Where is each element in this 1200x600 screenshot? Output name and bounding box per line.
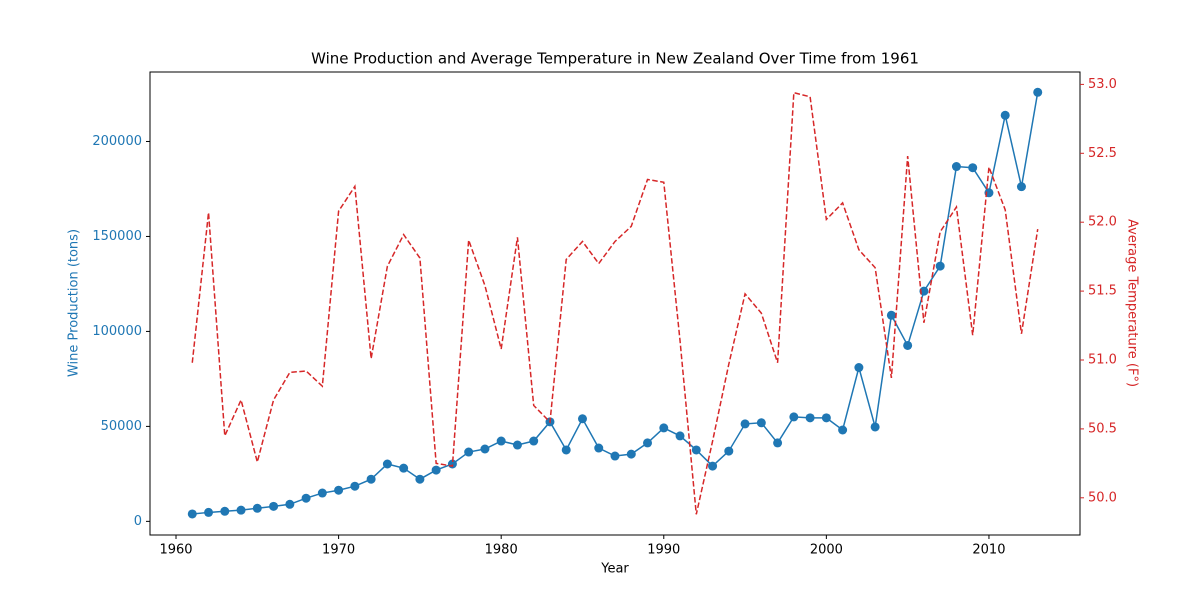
- point: [870, 422, 880, 432]
- point: [610, 451, 620, 461]
- point: [285, 499, 295, 509]
- x-tick-label: 2000: [810, 543, 843, 558]
- point: [935, 261, 945, 271]
- point: [577, 414, 587, 424]
- point: [740, 419, 750, 429]
- y2-axis-label: Average Temperature (F°): [1125, 219, 1140, 387]
- point: [1000, 110, 1010, 120]
- point: [220, 506, 230, 516]
- point: [805, 413, 815, 423]
- point: [464, 447, 474, 457]
- point: [529, 436, 539, 446]
- series-line: [191, 91, 1039, 515]
- point: [675, 431, 685, 441]
- point: [773, 438, 783, 448]
- y-tick-label: 0: [134, 514, 142, 529]
- x-tick-label: 1970: [322, 543, 355, 558]
- point: [366, 474, 376, 484]
- point: [643, 438, 653, 448]
- point: [252, 503, 262, 513]
- x-tick-label: 1990: [647, 543, 680, 558]
- x-tick-label: 1960: [159, 543, 192, 558]
- point: [594, 443, 604, 453]
- series-line: [192, 92, 1039, 515]
- point: [821, 413, 831, 423]
- y2-tick-label: 53.0: [1088, 77, 1117, 92]
- point: [1016, 182, 1026, 192]
- point: [854, 363, 864, 373]
- point: [236, 505, 246, 515]
- y-tick-label: 50000: [101, 419, 142, 434]
- point: [626, 449, 636, 459]
- y-tick-label: 150000: [92, 229, 142, 244]
- point: [789, 412, 799, 422]
- y2-tick-label: 50.0: [1088, 490, 1117, 505]
- point: [512, 440, 522, 450]
- point: [301, 493, 311, 503]
- point: [334, 485, 344, 495]
- point: [399, 463, 409, 473]
- point: [269, 501, 279, 511]
- plot-frame: [149, 71, 1081, 536]
- y2-tick-label: 51.0: [1088, 352, 1117, 367]
- x-tick-label: 2010: [972, 543, 1005, 558]
- point: [756, 418, 766, 428]
- point: [561, 445, 571, 455]
- point: [691, 445, 701, 455]
- y2-tick-label: 50.5: [1088, 421, 1117, 436]
- point: [951, 162, 961, 172]
- point: [838, 425, 848, 435]
- point: [350, 481, 360, 491]
- x-tick-label: 1980: [485, 543, 518, 558]
- point: [659, 423, 669, 433]
- point: [968, 163, 978, 173]
- point: [187, 509, 197, 519]
- point: [431, 465, 441, 475]
- y2-tick-label: 52.0: [1088, 215, 1117, 230]
- point: [886, 310, 896, 320]
- x-axis-label: Year: [600, 562, 629, 577]
- y-axis-label: Wine Production (tons): [67, 229, 82, 377]
- point: [708, 461, 718, 471]
- point: [317, 488, 327, 498]
- point: [724, 446, 734, 456]
- point: [480, 444, 490, 454]
- point: [415, 474, 425, 484]
- y2-tick-label: 52.5: [1088, 146, 1117, 161]
- point: [382, 459, 392, 469]
- chart-title: Wine Production and Average Temperature …: [311, 50, 919, 68]
- y-tick-label: 100000: [92, 324, 142, 339]
- point: [1033, 87, 1043, 97]
- y2-tick-label: 51.5: [1088, 284, 1117, 299]
- point: [496, 436, 506, 446]
- point: [903, 340, 913, 350]
- point: [204, 507, 214, 517]
- y-tick-label: 200000: [92, 134, 142, 149]
